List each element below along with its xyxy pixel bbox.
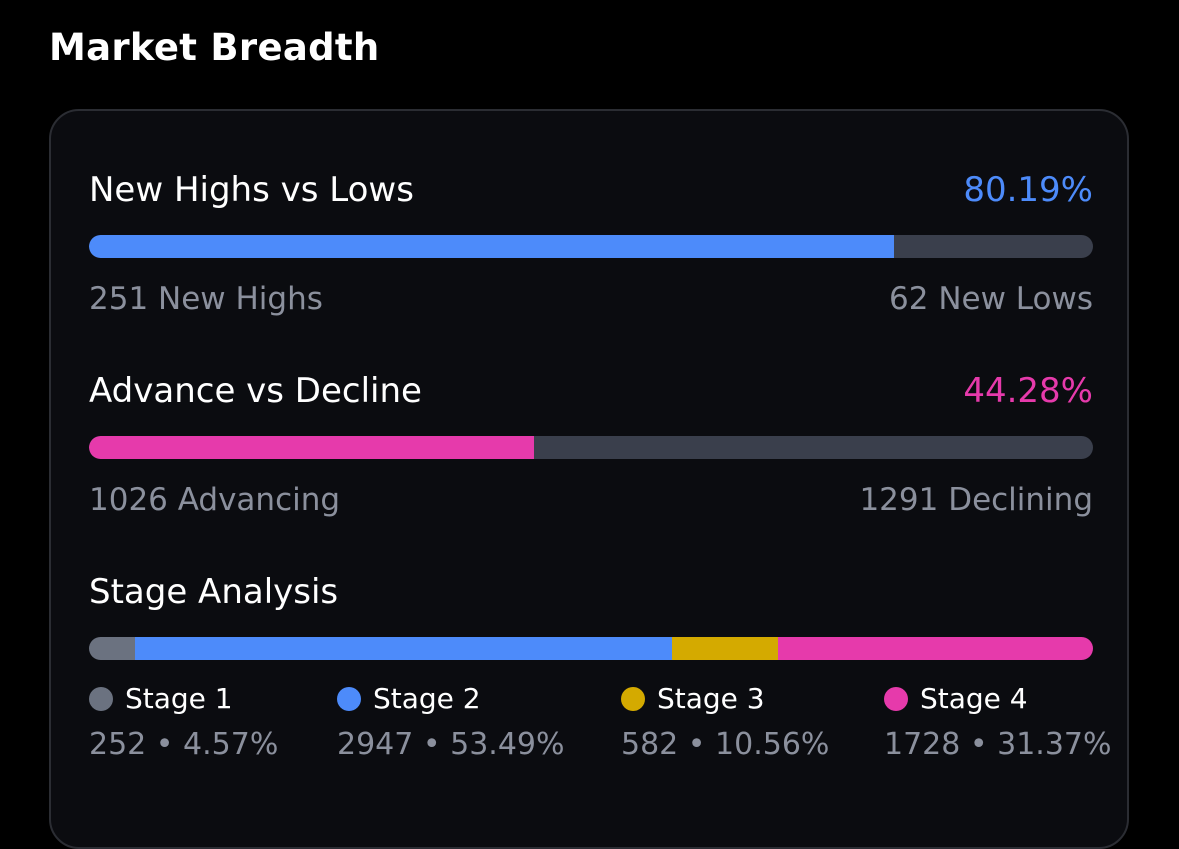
- highs-lows-percent: 80.19%: [963, 170, 1093, 210]
- stage-3-segment: [671, 637, 778, 660]
- stage-3-legend: Stage 3 582 • 10.56%: [621, 681, 829, 765]
- new-lows-count: 62 New Lows: [889, 281, 1093, 317]
- stage-1-label: Stage 1: [125, 682, 233, 715]
- stage-1-dot-icon: [89, 687, 113, 711]
- stage-3-value: 582 • 10.56%: [621, 727, 830, 762]
- declining-count: 1291 Declining: [859, 482, 1093, 518]
- stage-analysis-bar: [89, 637, 1093, 660]
- highs-lows-bar-fill: [89, 235, 895, 258]
- stage-4-dot-icon: [884, 687, 908, 711]
- advancing-count: 1026 Advancing: [89, 482, 341, 518]
- stage-2-label: Stage 2: [373, 682, 481, 715]
- highs-lows-section: New Highs vs Lows 80.19% 251 New Highs 6…: [89, 168, 1093, 318]
- advance-decline-bar-fill: [89, 436, 534, 459]
- stage-analysis-title: Stage Analysis: [89, 572, 339, 612]
- stage-3-dot-icon: [621, 687, 645, 711]
- stage-1-value: 252 • 4.57%: [89, 727, 279, 762]
- stage-1-segment: [89, 637, 135, 660]
- page-title: Market Breadth: [49, 26, 380, 69]
- advance-decline-bar: [89, 436, 1093, 459]
- highs-lows-bar: [89, 235, 1093, 258]
- stage-analysis-section: Stage Analysis Stage 1 252 • 4.57% Stage…: [89, 570, 1112, 770]
- highs-lows-title: New Highs vs Lows: [89, 170, 414, 210]
- stage-3-label: Stage 3: [657, 682, 765, 715]
- stage-4-legend: Stage 4 1728 • 31.37%: [884, 681, 1112, 765]
- stage-2-value: 2947 • 53.49%: [337, 727, 565, 762]
- stage-2-legend: Stage 2 2947 • 53.49%: [337, 681, 565, 765]
- new-highs-count: 251 New Highs: [89, 281, 323, 317]
- stage-4-label: Stage 4: [920, 682, 1028, 715]
- stage-2-dot-icon: [337, 687, 361, 711]
- advance-decline-title: Advance vs Decline: [89, 371, 422, 411]
- stage-1-legend: Stage 1 252 • 4.57%: [89, 681, 278, 765]
- stage-4-segment: [777, 637, 1093, 660]
- advance-decline-percent: 44.28%: [963, 371, 1093, 411]
- stage-4-value: 1728 • 31.37%: [884, 727, 1112, 762]
- stage-2-segment: [134, 637, 672, 660]
- advance-decline-section: Advance vs Decline 44.28% 1026 Advancing…: [89, 369, 1093, 519]
- market-breadth-card: New Highs vs Lows 80.19% 251 New Highs 6…: [49, 109, 1129, 849]
